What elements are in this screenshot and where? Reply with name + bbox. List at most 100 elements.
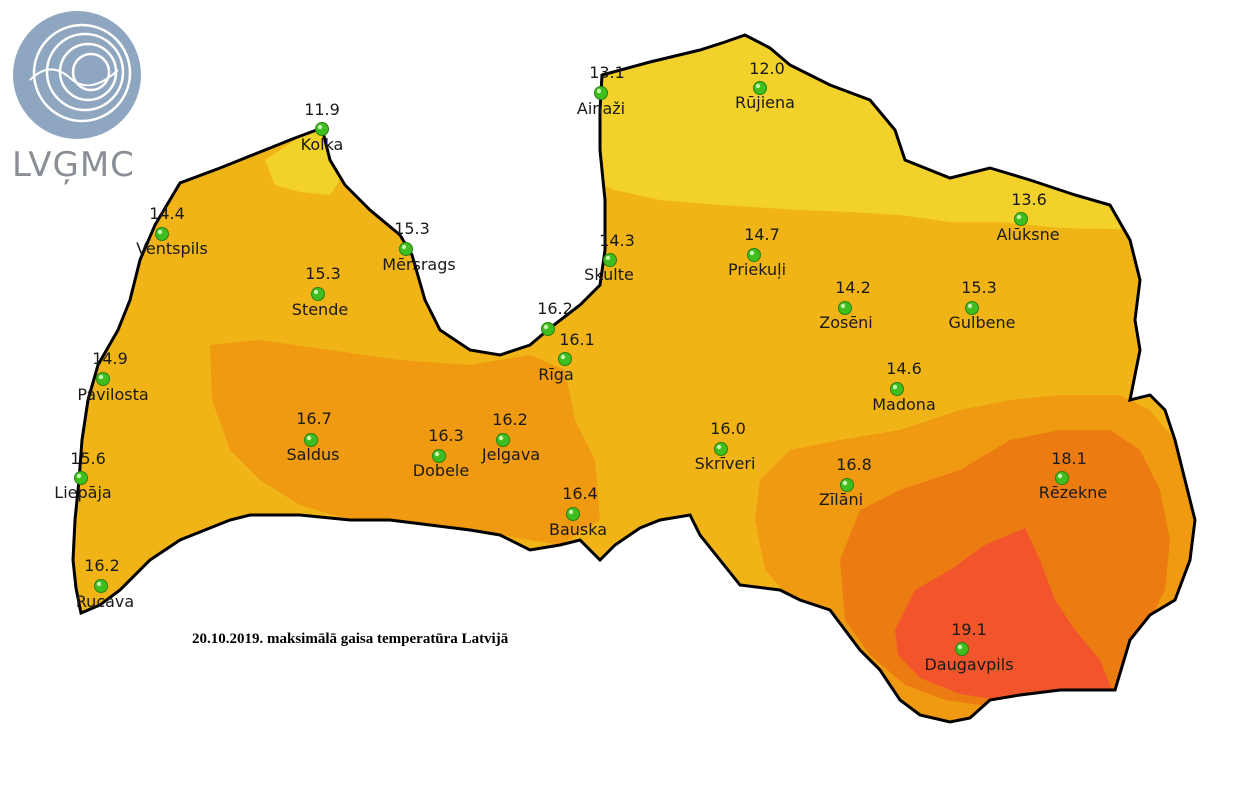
station-marker-icon bbox=[311, 287, 325, 301]
station-name: Mērsrags bbox=[382, 255, 455, 274]
station-name: Rūjiena bbox=[735, 93, 795, 112]
station-value: 14.6 bbox=[886, 359, 922, 378]
station-name: Madona bbox=[872, 395, 936, 414]
station-skulte: 14.3 Skulte bbox=[584, 231, 635, 284]
station-marker-icon bbox=[594, 86, 608, 100]
station-kolka: 11.9 Kolka bbox=[301, 100, 344, 154]
stations-layer: 11.9 Kolka 14.4 Ventspils 15.3 Mērsrags 15.3 St… bbox=[54, 59, 1107, 674]
station-name: Gulbene bbox=[949, 313, 1016, 332]
station-marker-highlight bbox=[1016, 214, 1022, 220]
station-value: 16.1 bbox=[559, 330, 595, 349]
station-marker-icon bbox=[890, 382, 904, 396]
map-caption: 20.10.2019. maksimālā gaisa temperatūra … bbox=[192, 631, 509, 647]
station-marker-highlight bbox=[98, 374, 104, 380]
station-riga: 16.1 Rīga bbox=[538, 330, 595, 384]
station-name: Rēzekne bbox=[1039, 483, 1107, 502]
station-marker-highlight bbox=[605, 255, 611, 261]
station-marker-highlight bbox=[840, 303, 846, 309]
station-name: Zīlāni bbox=[819, 490, 863, 509]
station-name: Skrīveri bbox=[695, 454, 756, 473]
station-name: Kolka bbox=[301, 135, 344, 154]
station-marker-highlight bbox=[596, 88, 602, 94]
station-marker-icon bbox=[566, 507, 580, 521]
station-marker-highlight bbox=[842, 480, 848, 486]
station-name: Ventspils bbox=[136, 239, 208, 258]
station-rucava: 16.2 Rucava bbox=[76, 556, 134, 611]
station-name: Daugavpils bbox=[924, 655, 1013, 674]
station-name: Rucava bbox=[76, 592, 134, 611]
station-name: Jelgava bbox=[481, 445, 540, 464]
station-marker-highlight bbox=[755, 83, 761, 89]
station-marker-highlight bbox=[560, 354, 566, 360]
station-liepaja: 15.6 Liepāja bbox=[54, 449, 111, 502]
station-bauska: 16.4 Bauska bbox=[549, 484, 607, 539]
zone-16-zemgale bbox=[210, 340, 600, 545]
station-marker-icon bbox=[1014, 212, 1028, 226]
station-name: Liepāja bbox=[54, 483, 111, 502]
station-value: 14.4 bbox=[149, 204, 185, 223]
station-value: 15.3 bbox=[961, 278, 997, 297]
station-stende: 15.3 Stende bbox=[292, 264, 348, 319]
station-marker-icon bbox=[96, 372, 110, 386]
station-value: 18.1 bbox=[1051, 449, 1087, 468]
station-dobele: 16.3 Dobele bbox=[413, 426, 469, 480]
station-value: 13.6 bbox=[1011, 190, 1047, 209]
lvgmc-logo: LVĢMC bbox=[12, 11, 141, 185]
station-value: 16.8 bbox=[836, 455, 872, 474]
station-zilani: 16.8 Zīlāni bbox=[819, 455, 872, 509]
station-value: 15.3 bbox=[394, 219, 430, 238]
station-name: Alūksne bbox=[996, 225, 1059, 244]
station-saldus: 16.7 Saldus bbox=[286, 409, 339, 464]
station-priekuli: 14.7 Priekuļi bbox=[728, 225, 786, 279]
station-value: 16.7 bbox=[296, 409, 332, 428]
station-marker-highlight bbox=[568, 509, 574, 515]
station-marker-highlight bbox=[543, 324, 549, 330]
station-value: 11.9 bbox=[304, 100, 340, 119]
station-marker-highlight bbox=[967, 303, 973, 309]
station-marker-highlight bbox=[317, 124, 323, 130]
station-ainazi: 13.1 Ainaži bbox=[577, 63, 625, 118]
station-zoseni: 14.2 Zosēni bbox=[819, 278, 873, 332]
station-value: 16.4 bbox=[562, 484, 598, 503]
station-riga-coast: 16.2 bbox=[537, 299, 573, 336]
zone-19-daugavpils bbox=[895, 528, 1112, 700]
station-value: 16.2 bbox=[492, 410, 528, 429]
station-daugavpils: 19.1 Daugavpils bbox=[924, 620, 1013, 674]
station-marker-icon bbox=[399, 242, 413, 256]
station-value: 16.2 bbox=[84, 556, 120, 575]
station-value: 14.7 bbox=[744, 225, 780, 244]
station-rujiena: 12.0 Rūjiena bbox=[735, 59, 795, 112]
station-aluksne: 13.6 Alūksne bbox=[996, 190, 1059, 244]
station-gulbene: 15.3 Gulbene bbox=[949, 278, 1016, 332]
station-marker-icon bbox=[558, 352, 572, 366]
station-value: 16.2 bbox=[537, 299, 573, 318]
station-marker-highlight bbox=[157, 229, 163, 235]
station-marker-highlight bbox=[306, 435, 312, 441]
station-value: 16.0 bbox=[710, 419, 746, 438]
station-marker-icon bbox=[94, 579, 108, 593]
station-value: 14.3 bbox=[599, 231, 635, 250]
zone-13-kolka bbox=[265, 120, 340, 195]
station-mersrags: 15.3 Mērsrags bbox=[382, 219, 455, 274]
station-name: Ainaži bbox=[577, 99, 625, 118]
station-marker-highlight bbox=[892, 384, 898, 390]
station-name: Skulte bbox=[584, 265, 634, 284]
station-value: 15.3 bbox=[305, 264, 341, 283]
station-marker-highlight bbox=[749, 250, 755, 256]
station-marker-icon bbox=[955, 642, 969, 656]
station-marker-highlight bbox=[957, 644, 963, 650]
station-marker-highlight bbox=[76, 473, 82, 479]
station-marker-icon bbox=[541, 322, 555, 336]
station-name: Bauska bbox=[549, 520, 607, 539]
station-value: 14.2 bbox=[835, 278, 871, 297]
concentric-rings-logo-icon bbox=[13, 11, 141, 139]
station-marker-highlight bbox=[401, 244, 407, 250]
station-marker-highlight bbox=[313, 289, 319, 295]
logo-text: LVĢMC bbox=[12, 145, 135, 185]
station-name: Pavilosta bbox=[77, 385, 148, 404]
station-value: 14.9 bbox=[92, 349, 128, 368]
station-value: 12.0 bbox=[749, 59, 785, 78]
station-value: 15.6 bbox=[70, 449, 106, 468]
station-marker-highlight bbox=[434, 451, 440, 457]
